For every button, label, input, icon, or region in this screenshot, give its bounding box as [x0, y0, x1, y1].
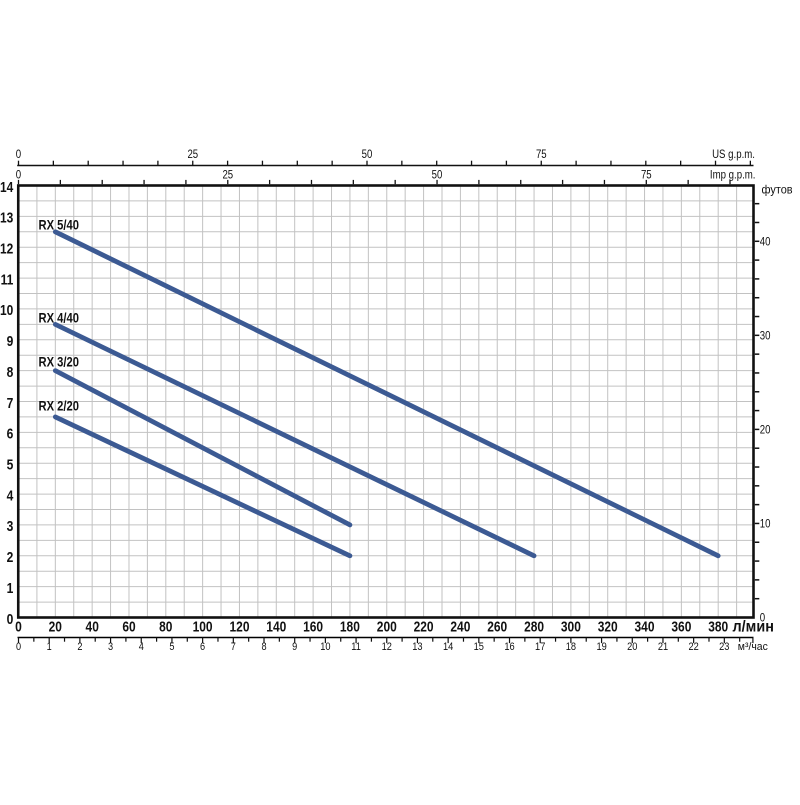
svg-text:RX 3/20: RX 3/20	[39, 354, 80, 370]
svg-text:0: 0	[16, 149, 21, 161]
svg-text:10: 10	[0, 302, 13, 319]
svg-text:280: 280	[524, 619, 544, 636]
svg-text:RX 5/40: RX 5/40	[39, 217, 80, 233]
svg-text:13: 13	[412, 641, 422, 653]
svg-text:20: 20	[49, 619, 62, 636]
svg-text:25: 25	[187, 149, 198, 161]
svg-text:7: 7	[231, 641, 236, 653]
svg-text:0: 0	[7, 611, 14, 628]
svg-text:11: 11	[351, 641, 361, 653]
svg-text:320: 320	[598, 619, 618, 636]
svg-text:13: 13	[0, 210, 13, 227]
svg-text:1: 1	[47, 641, 52, 653]
svg-text:14: 14	[443, 641, 453, 653]
svg-text:футов: футов	[762, 184, 793, 196]
svg-text:1: 1	[7, 580, 14, 597]
svg-text:6: 6	[7, 426, 14, 443]
svg-text:8: 8	[7, 364, 14, 381]
svg-text:6: 6	[200, 641, 205, 653]
svg-text:9: 9	[292, 641, 297, 653]
svg-text:7: 7	[7, 395, 14, 412]
svg-text:260: 260	[487, 619, 507, 636]
svg-text:80: 80	[159, 619, 172, 636]
svg-text:380: 380	[708, 619, 728, 636]
svg-text:RX 4/40: RX 4/40	[39, 310, 80, 326]
svg-text:10: 10	[760, 519, 771, 531]
svg-text:19: 19	[596, 641, 606, 653]
svg-text:2: 2	[77, 641, 82, 653]
svg-text:3: 3	[7, 518, 14, 535]
svg-text:160: 160	[303, 619, 323, 636]
svg-text:8: 8	[261, 641, 266, 653]
svg-text:0: 0	[15, 619, 22, 636]
svg-text:50: 50	[432, 169, 443, 181]
svg-text:3: 3	[108, 641, 113, 653]
svg-text:5: 5	[7, 457, 14, 474]
svg-text:0: 0	[16, 641, 21, 653]
svg-text:20: 20	[760, 425, 771, 437]
svg-text:12: 12	[0, 241, 13, 258]
svg-text:220: 220	[414, 619, 434, 636]
svg-text:180: 180	[340, 619, 360, 636]
svg-text:17: 17	[535, 641, 545, 653]
svg-text:240: 240	[450, 619, 470, 636]
svg-text:11: 11	[1, 271, 14, 288]
svg-text:4: 4	[7, 487, 14, 504]
svg-text:75: 75	[536, 149, 547, 161]
svg-text:75: 75	[641, 169, 652, 181]
svg-text:120: 120	[230, 619, 250, 636]
svg-text:RX 2/20: RX 2/20	[39, 398, 80, 414]
svg-text:18: 18	[566, 641, 576, 653]
svg-text:9: 9	[7, 333, 14, 350]
svg-text:12: 12	[382, 641, 392, 653]
svg-text:US g.p.m.: US g.p.m.	[712, 149, 755, 161]
svg-text:50: 50	[362, 149, 373, 161]
svg-text:4: 4	[139, 641, 144, 653]
svg-text:360: 360	[671, 619, 691, 636]
svg-text:140: 140	[266, 619, 286, 636]
svg-text:Imp g.p.m.: Imp g.p.m.	[710, 169, 756, 181]
svg-text:5: 5	[169, 641, 174, 653]
svg-text:15: 15	[474, 641, 484, 653]
svg-text:100: 100	[193, 619, 213, 636]
svg-text:40: 40	[86, 619, 99, 636]
svg-text:2: 2	[7, 549, 14, 566]
svg-text:21: 21	[658, 641, 668, 653]
svg-text:200: 200	[377, 619, 397, 636]
svg-text:м³/час: м³/час	[738, 641, 768, 653]
svg-text:0: 0	[760, 613, 765, 625]
svg-text:16: 16	[504, 641, 514, 653]
svg-text:23: 23	[719, 641, 729, 653]
svg-text:25: 25	[222, 169, 233, 181]
svg-text:40: 40	[760, 236, 771, 248]
svg-text:22: 22	[688, 641, 698, 653]
svg-text:14: 14	[0, 179, 14, 196]
svg-text:300: 300	[561, 619, 581, 636]
svg-text:20: 20	[627, 641, 637, 653]
svg-text:10: 10	[320, 641, 330, 653]
svg-text:340: 340	[635, 619, 655, 636]
svg-text:0: 0	[16, 169, 21, 181]
svg-text:30: 30	[760, 330, 771, 342]
svg-text:л/мин: л/мин	[733, 619, 774, 636]
svg-text:60: 60	[122, 619, 135, 636]
